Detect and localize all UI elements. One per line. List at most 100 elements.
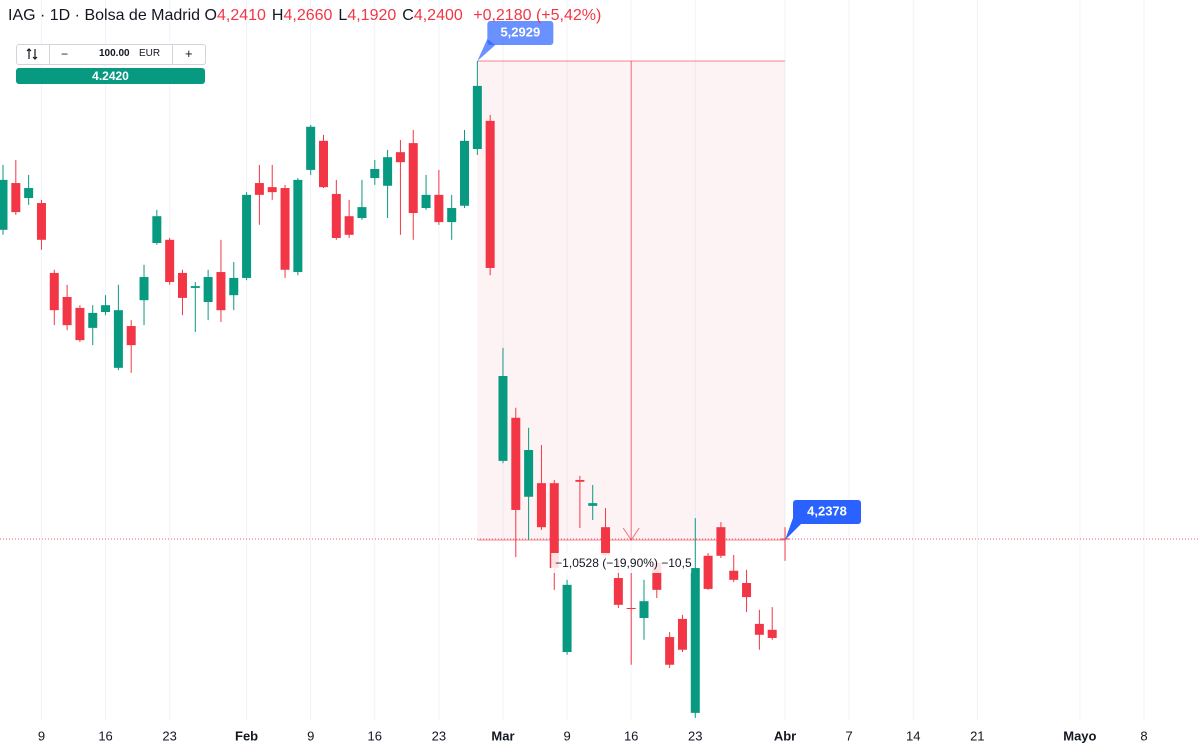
candle-body	[588, 503, 598, 506]
candle-body	[293, 179, 303, 273]
x-tick-label: 9	[563, 728, 570, 743]
candle-body	[639, 601, 649, 618]
candle-body	[0, 179, 8, 230]
ohlc-value: 4,2410	[216, 7, 266, 24]
x-tick-label: Mar	[491, 728, 514, 743]
measure-arrowhead	[622, 527, 640, 541]
candle-body	[177, 272, 187, 298]
candle-body	[408, 143, 418, 214]
x-tick-label: 7	[846, 728, 853, 743]
ohlc-value: 4,2400	[413, 7, 463, 24]
swap-icon[interactable]	[25, 47, 39, 61]
currency: EUR	[139, 48, 161, 59]
x-tick-label: 23	[432, 728, 446, 743]
x-tick-label: 16	[624, 728, 638, 743]
ohlc-key: C	[402, 7, 414, 24]
candle-body	[203, 277, 213, 303]
price-button[interactable]: 4.2420	[16, 68, 205, 84]
candle-body	[75, 307, 85, 341]
quantity[interactable]: 100.00	[99, 48, 130, 59]
x-tick-label: 14	[906, 728, 920, 743]
candle-body	[152, 216, 162, 243]
candle-body	[524, 450, 534, 497]
candle-body	[331, 193, 341, 238]
price-label-pointer	[785, 517, 802, 540]
candle-body	[280, 188, 290, 270]
plus-button[interactable]: +	[185, 46, 193, 61]
candle-body	[267, 187, 277, 193]
candle-body	[383, 157, 393, 186]
ohlc-key: O	[204, 7, 217, 24]
candle-body	[729, 570, 739, 580]
ohlc-value: 4,2660	[283, 7, 333, 24]
candle-body	[511, 417, 521, 510]
candle-body	[370, 168, 380, 179]
candle-body	[139, 277, 149, 301]
candle-body	[472, 85, 482, 150]
candle-body	[88, 312, 98, 328]
measure-label: −1,0528 (−19,90%) −10,5	[555, 556, 692, 570]
x-tick-label: 23	[162, 728, 176, 743]
candle-body	[36, 203, 46, 240]
price-label-box	[793, 499, 862, 524]
candle-body	[626, 607, 636, 609]
candle-body	[254, 183, 264, 195]
candle-body	[767, 629, 777, 638]
candle-body	[460, 140, 470, 206]
x-tick-label: 23	[688, 728, 702, 743]
candle-body	[434, 194, 444, 223]
x-tick-label: Abr	[774, 728, 796, 743]
candle-body	[216, 272, 226, 311]
candle-body	[11, 183, 21, 213]
candle-body	[126, 326, 136, 346]
candle-body	[703, 555, 713, 589]
candle-body	[344, 216, 354, 235]
x-tick-label: 16	[368, 728, 382, 743]
header: IAG · 1D · Bolsa de Madrid O4,2410 H4,266…	[8, 7, 607, 25]
x-tick-label: 21	[970, 728, 984, 743]
candle-body	[536, 483, 546, 528]
x-tick-label: Feb	[235, 728, 258, 743]
candle-body	[742, 583, 752, 598]
candle-body	[49, 272, 59, 311]
x-tick-label: 9	[307, 728, 314, 743]
candle-body	[562, 584, 572, 653]
candle-body	[485, 120, 495, 268]
candle-body	[665, 637, 675, 665]
candle-body	[447, 208, 457, 223]
minus-button[interactable]: −	[61, 47, 69, 61]
candle-body	[677, 618, 687, 650]
change: +0,2180 (+5,42%)	[473, 7, 602, 24]
candle-body	[498, 376, 508, 461]
candle-body	[601, 527, 611, 555]
candle-body	[357, 207, 367, 219]
symbol: IAG · 1D · Bolsa de Madrid	[8, 7, 201, 24]
measure-label-box	[551, 552, 692, 573]
candle-body	[395, 152, 405, 163]
ohlc-value: 4,1920	[347, 7, 397, 24]
x-tick-label: 16	[98, 728, 112, 743]
candle-body	[716, 527, 726, 556]
candle-body	[690, 568, 700, 713]
candle-body	[229, 277, 239, 296]
ohlc-key: L	[338, 7, 348, 24]
candle-body	[575, 479, 585, 482]
price-label: 4,2378	[807, 503, 847, 518]
ohlc-key: H	[271, 7, 284, 24]
candle-body	[319, 140, 328, 188]
candle-body	[306, 126, 316, 170]
candle-body	[549, 483, 559, 569]
x-tick-label: Mayo	[1063, 728, 1096, 743]
measure-labels: 5,2929 4,2378 −1,0528 (−19,90%) −10,5	[477, 20, 862, 573]
candle-body	[101, 305, 111, 312]
candle-body	[62, 297, 72, 326]
candle-body	[613, 578, 623, 605]
price-label-box	[487, 20, 554, 45]
candle-body	[24, 188, 34, 199]
candle-body	[190, 286, 200, 288]
candle-body	[652, 563, 662, 590]
order-widget: − 100.00 EUR +	[16, 44, 206, 65]
candle-body	[780, 538, 790, 540]
price-label-pointer	[477, 38, 496, 61]
